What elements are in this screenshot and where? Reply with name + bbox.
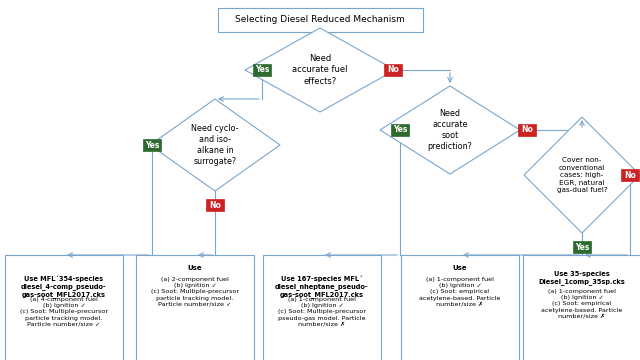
Text: Need cyclo-
and iso-
alkane in
surrogate?: Need cyclo- and iso- alkane in surrogate… [191,124,239,166]
Polygon shape [150,99,280,191]
FancyBboxPatch shape [5,255,123,360]
Text: (a) 1-component fuel
(b) Ignition ✓
(c) Soot: Multiple-precursor
pseudo-gas mode: (a) 1-component fuel (b) Ignition ✓ (c) … [278,297,366,327]
Text: (a) 4-component fuel
(b) Ignition ✓
(c) Soot: Multiple-precursor
particle tracki: (a) 4-component fuel (b) Ignition ✓ (c) … [20,297,108,327]
Text: Yes: Yes [393,126,407,135]
Text: Need
accurate fuel
effects?: Need accurate fuel effects? [292,54,348,86]
Text: Need
accurate
soot
prediction?: Need accurate soot prediction? [428,109,472,151]
Text: No: No [209,201,221,210]
Text: (a) 1-component fuel
(b) Ignition ✓
(c) Soot: empirical
acetylene-based. Particl: (a) 1-component fuel (b) Ignition ✓ (c) … [541,289,623,319]
Text: Yes: Yes [145,140,159,149]
Text: No: No [521,126,533,135]
Text: (a) 2-component fuel
(b) Ignition ✓
(c) Soot: Multiple-precursor
particle tracki: (a) 2-component fuel (b) Ignition ✓ (c) … [151,277,239,307]
FancyBboxPatch shape [391,124,409,136]
FancyBboxPatch shape [218,8,422,32]
Text: Cover non-
conventional
cases: high-
EGR, natural
gas-dual fuel?: Cover non- conventional cases: high- EGR… [557,157,607,193]
FancyBboxPatch shape [518,124,536,136]
Polygon shape [245,28,395,112]
Text: No: No [387,66,399,75]
Text: Yes: Yes [255,66,269,75]
Text: Selecting Diesel Reduced Mechanism: Selecting Diesel Reduced Mechanism [235,15,405,24]
FancyBboxPatch shape [263,255,381,360]
Text: Use 167-species MFL´
diesel_nheptane_pseudo-
gas-soot_MFL2017.cks: Use 167-species MFL´ diesel_nheptane_pse… [275,275,369,298]
Text: Use: Use [452,265,467,271]
FancyBboxPatch shape [206,199,224,211]
Text: Yes: Yes [575,243,589,252]
Text: No: No [624,171,636,180]
FancyBboxPatch shape [143,139,161,151]
FancyBboxPatch shape [136,255,254,360]
Polygon shape [380,86,520,174]
Polygon shape [524,117,640,233]
FancyBboxPatch shape [5,255,123,360]
Text: Use MFL´354-species
diesel_4-comp_pseudo-
gas-soot_MFL2017.cks: Use MFL´354-species diesel_4-comp_pseudo… [21,275,107,298]
FancyBboxPatch shape [621,169,639,181]
FancyBboxPatch shape [401,255,519,360]
Text: Use MFL´354-species
diesel_4-comp_pseudo-
gas-soot_MFL2017.cks
(a) 4-component f: Use MFL´354-species diesel_4-comp_pseudo… [0,359,1,360]
FancyBboxPatch shape [384,64,402,76]
Text: Use 35-species
Diesel_1comp_35sp.cks: Use 35-species Diesel_1comp_35sp.cks [539,271,625,285]
Text: Use: Use [188,265,202,271]
FancyBboxPatch shape [523,255,640,360]
FancyBboxPatch shape [253,64,271,76]
Text: (a) 1-component fuel
(b) Ignition ✓
(c) Soot: empirical
acetylene-based. Particl: (a) 1-component fuel (b) Ignition ✓ (c) … [419,277,500,307]
FancyBboxPatch shape [573,241,591,253]
